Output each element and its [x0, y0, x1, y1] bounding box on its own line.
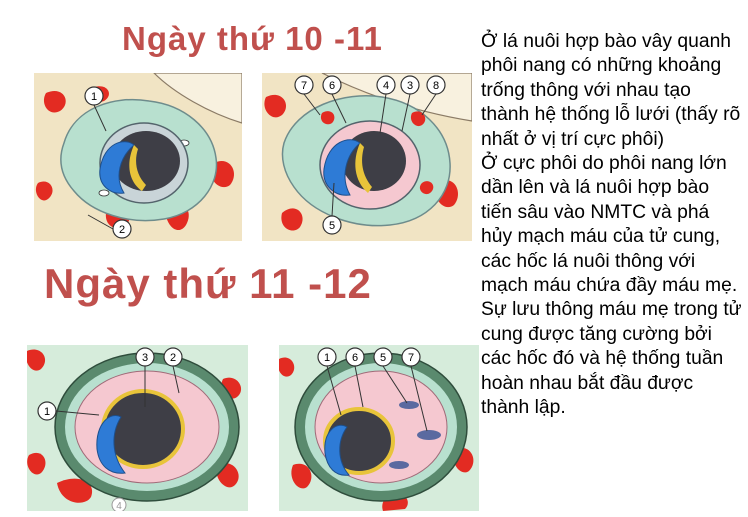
maternal-blood-lacuna: [410, 111, 426, 127]
coelom-cavity: [417, 430, 441, 440]
label-pointer: [331, 182, 335, 217]
label-number: 7: [408, 352, 414, 364]
label-pointer: [55, 410, 100, 416]
blood-vessel: [281, 208, 303, 231]
description-text: Ở lá nuôi hợp bào vây quanh phôi nang có…: [481, 30, 743, 421]
epiblast: [96, 415, 126, 474]
maternal-blood-lacuna: [419, 181, 434, 195]
blood-vessel: [27, 452, 46, 475]
label-number: 8: [433, 80, 439, 92]
label-group: 1 6 5 7: [317, 347, 428, 432]
label-pointer: [421, 93, 437, 116]
hypoblast: [355, 143, 372, 193]
label-pointer: [401, 93, 411, 132]
label-marker: [111, 497, 127, 511]
title-day-11-12: Ngày thứ 11 -12: [44, 260, 372, 307]
label-number: 6: [329, 80, 335, 92]
label-number: 6: [352, 352, 358, 364]
description-paragraph-1: Ở lá nuôi hợp bào vây quanh phôi nang có…: [481, 31, 741, 150]
label-number: 1: [324, 352, 330, 364]
label-pointer: [87, 214, 114, 230]
label-number: 3: [407, 80, 413, 92]
label-pointer: [382, 365, 408, 404]
label-number: 3: [142, 352, 148, 364]
label-pointer: [379, 93, 387, 134]
blood-vessel: [264, 94, 287, 118]
label-pointer: [93, 104, 107, 132]
embryo-diagram-day-10: 1 2: [34, 73, 242, 241]
coelom-cavity: [399, 401, 419, 409]
epiblast: [99, 141, 135, 194]
embryo-diagram-day-11: 7 6 4 3 8 5: [262, 73, 472, 241]
embryo-diagram-day-12: 3 2 1 4: [27, 345, 248, 511]
hypoblast: [129, 145, 146, 191]
label-pointer: [303, 93, 321, 116]
label-number: 2: [119, 224, 125, 236]
label-number: 1: [91, 91, 97, 103]
blood-vessel: [291, 463, 312, 489]
label-number: 5: [329, 220, 335, 232]
blood-vessel: [43, 90, 66, 113]
blood-vessel: [279, 357, 295, 377]
label-number: 2: [170, 352, 176, 364]
label-number: 4: [116, 501, 122, 511]
epiblast: [324, 424, 350, 476]
blood-vessel: [57, 478, 93, 503]
label-number: 5: [380, 352, 386, 364]
title-day-10-11: Ngày thứ 10 -11: [122, 20, 383, 57]
coelom-cavity: [389, 461, 409, 469]
blood-vessel: [35, 181, 53, 201]
label-number: 4: [383, 80, 389, 92]
label-number: 7: [301, 80, 307, 92]
maternal-blood-lacuna: [320, 111, 335, 125]
label-pointer: [326, 365, 342, 416]
lacuna: [98, 189, 110, 197]
embryo-diagram-day-12-late: 1 6 5 7: [279, 345, 479, 511]
label-pointer: [410, 365, 428, 432]
label-group: 7 6 4 3 8 5: [294, 75, 446, 235]
description-paragraph-2: Ở cực phôi do phôi nang lớn dần lên và l…: [481, 153, 742, 419]
epiblast: [323, 139, 361, 196]
uterine-epithelium: [153, 73, 242, 124]
label-number: 1: [44, 406, 50, 418]
label-pointer: [172, 365, 180, 394]
label-pointer: [354, 365, 364, 408]
blood-vessel: [27, 349, 45, 371]
label-pointer: [331, 93, 347, 124]
